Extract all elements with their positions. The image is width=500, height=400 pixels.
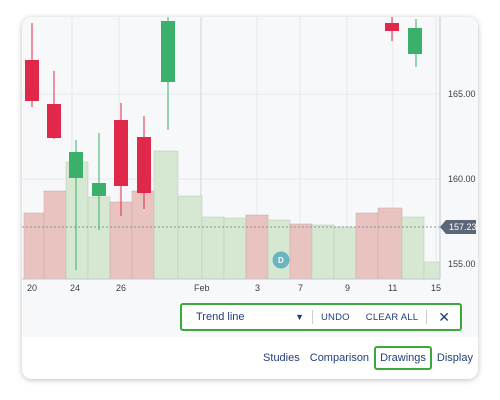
candlesticks[interactable] <box>25 17 422 270</box>
chart-widget: 165.00 160.00 155.00 157.23 20 24 26 Feb… <box>22 17 478 379</box>
dividend-badge-label: D <box>278 256 284 265</box>
display-button[interactable]: Display <box>436 352 473 364</box>
y-axis-labels: 165.00 160.00 155.00 <box>448 89 476 269</box>
x-axis-labels: 20 24 26 Feb 3 7 9 11 15 <box>27 283 441 293</box>
close-icon[interactable]: ✕ <box>438 308 450 325</box>
current-price-label: 157.23 <box>449 222 477 232</box>
drawings-button[interactable]: Drawings <box>374 346 432 370</box>
x-tick-label: 15 <box>431 283 441 293</box>
x-tick-label: 7 <box>298 283 303 293</box>
comparison-button[interactable]: Comparison <box>309 352 370 364</box>
chart-menu: Studies Comparison Drawings Display <box>258 337 478 379</box>
volume-bars <box>23 150 441 280</box>
dividend-event-badge[interactable]: D <box>272 251 290 269</box>
toolbar-divider <box>312 310 313 324</box>
undo-button[interactable]: UNDO <box>321 311 350 323</box>
x-tick-label: 24 <box>70 283 80 293</box>
x-tick-label: 26 <box>116 283 126 293</box>
clear-all-button[interactable]: CLEAR ALL <box>365 311 419 323</box>
drawing-tool-select[interactable]: Trend line ▼ <box>182 305 312 329</box>
y-tick-label: 165.00 <box>448 89 476 99</box>
current-price-tag: 157.23 <box>440 220 477 234</box>
toolbar-divider <box>426 310 428 324</box>
x-tick-label: 20 <box>27 283 37 293</box>
chevron-down-icon: ▼ <box>295 312 304 322</box>
x-tick-label: 11 <box>388 283 397 293</box>
x-tick-label: 9 <box>345 283 350 293</box>
chart-footer: Studies Comparison Drawings Display <box>22 337 478 379</box>
drawing-toolbar: Trend line ▼ UNDO CLEAR ALL ✕ <box>180 303 462 331</box>
chart-area[interactable]: 165.00 160.00 155.00 157.23 20 24 26 Feb… <box>22 17 478 337</box>
drawing-tool-value: Trend line <box>196 311 245 323</box>
x-tick-label: 3 <box>255 283 260 293</box>
y-tick-label: 155.00 <box>448 259 476 269</box>
price-chart[interactable]: 165.00 160.00 155.00 157.23 20 24 26 Feb… <box>22 17 478 337</box>
x-tick-label: Feb <box>194 283 210 293</box>
y-tick-label: 160.00 <box>448 174 476 184</box>
studies-button[interactable]: Studies <box>263 352 300 364</box>
